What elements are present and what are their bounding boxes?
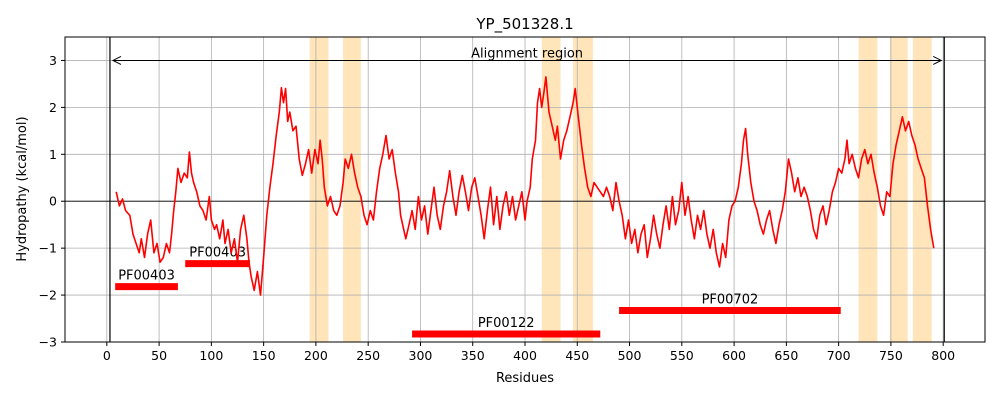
x-tick-label: 250 (356, 348, 380, 363)
x-tick-label: 400 (513, 348, 537, 363)
alignment-arrow-right-head (933, 56, 943, 65)
x-tick-label: 700 (827, 348, 851, 363)
chart-title: YP_501328.1 (475, 15, 573, 34)
y-tick-label: 3 (49, 53, 57, 68)
reference-lines (65, 37, 985, 342)
highlight-band (889, 37, 908, 342)
y-tick-label: −2 (39, 288, 57, 303)
highlight-band (343, 37, 361, 342)
x-tick-label: 100 (199, 348, 223, 363)
highlight-band (858, 37, 878, 342)
hydropathy-line (115, 76, 935, 296)
x-tick-label: 800 (931, 348, 955, 363)
y-tick-label: 0 (49, 194, 57, 209)
y-axis-ticks: −3 −2 −1 0 1 2 3 (39, 53, 65, 350)
x-tick-label: 50 (151, 348, 167, 363)
domain-label: PF00403 (118, 269, 175, 284)
x-tick-label: 150 (252, 348, 276, 363)
x-tick-label: 350 (461, 348, 485, 363)
alignment-region-label: Alignment region (471, 46, 583, 61)
x-tick-label: 550 (670, 348, 694, 363)
highlight-band (541, 37, 561, 342)
series-lines (115, 76, 935, 296)
alignment-arrow-left-head (111, 56, 122, 65)
y-tick-label: −1 (39, 241, 57, 256)
x-axis-label: Residues (496, 371, 554, 386)
y-tick-label: −3 (39, 335, 57, 350)
x-tick-label: 300 (409, 348, 433, 363)
domain-label: PF00702 (702, 293, 759, 308)
x-tick-label: 200 (304, 348, 328, 363)
x-tick-label: 0 (103, 348, 111, 363)
x-tick-label: 450 (565, 348, 589, 363)
highlight-band (912, 37, 932, 342)
x-tick-label: 650 (774, 348, 798, 363)
y-tick-label: 1 (49, 147, 57, 162)
x-axis-ticks: 0 50 100 150 200 250 300 350 400 450 500 550 600 650 7… (103, 342, 955, 363)
domain-label: PF00122 (478, 316, 535, 331)
x-tick-label: 600 (722, 348, 746, 363)
highlight-band (309, 37, 329, 342)
highlight-band (573, 37, 593, 342)
annotations: Alignment region (111, 46, 943, 65)
y-tick-label: 2 (49, 100, 57, 115)
y-axis-label: Hydropathy (kcal/mol) (15, 116, 30, 261)
x-tick-label: 500 (618, 348, 642, 363)
x-tick-label: 750 (879, 348, 903, 363)
highlight-regions (309, 37, 932, 342)
